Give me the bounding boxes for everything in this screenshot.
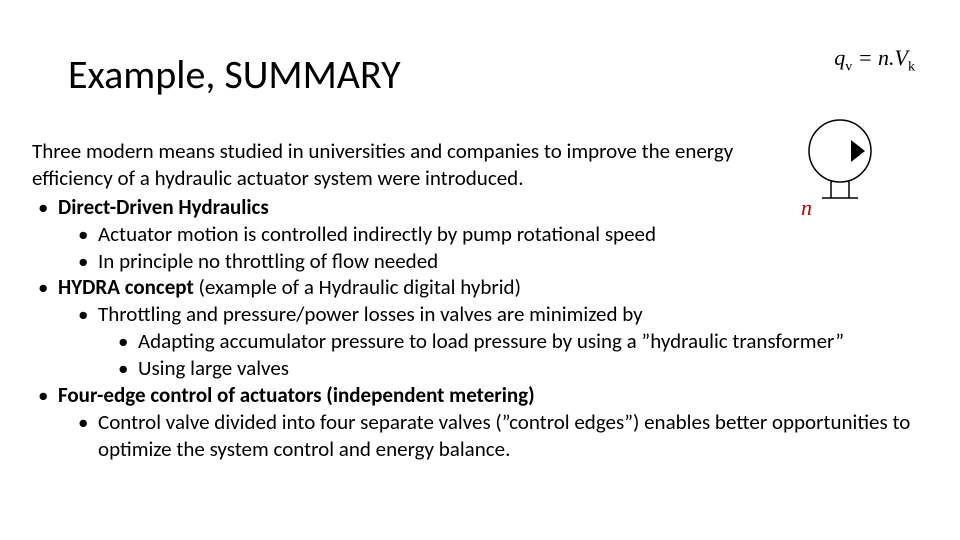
sub-text: Adapting accumulator pressure to load pr…	[138, 328, 844, 354]
intro-text: Three modern means studied in universiti…	[32, 138, 782, 192]
sub-text: In principle no throttling of flow neede…	[98, 248, 438, 274]
sub-text: Actuator motion is controlled indirectly…	[98, 221, 656, 247]
list-item: Control valve divided into four separate…	[58, 409, 928, 463]
list-item: In principle no throttling of flow neede…	[58, 248, 782, 275]
pump-symbol-icon	[805, 118, 875, 208]
sub-text: Throttling and pressure/power losses in …	[98, 301, 643, 327]
sub-text: Using large valves	[138, 355, 289, 381]
item-bold: Direct-Driven Hydraulics	[58, 194, 269, 220]
formula-rhs-n: n.	[878, 45, 895, 70]
list-item: Four-edge control of actuators (independ…	[32, 382, 782, 463]
sub-text: Control valve divided into four separate…	[98, 409, 910, 462]
item-rest: (example of a Hydraulic digital hybrid)	[194, 274, 521, 300]
formula-rhs-sub: k	[908, 59, 915, 74]
formula-lhs-var: q	[834, 45, 845, 70]
list-item: HYDRA concept (example of a Hydraulic di…	[32, 274, 782, 382]
list-item: Actuator motion is controlled indirectly…	[58, 221, 782, 248]
slide-title: Example, SUMMARY	[68, 50, 401, 99]
formula-eq: =	[852, 45, 878, 70]
item-bold: HYDRA concept	[58, 274, 194, 300]
list-item: Adapting accumulator pressure to load pr…	[98, 328, 960, 355]
formula-rhs-V: V	[895, 45, 908, 70]
list-item: Direct-Driven Hydraulics Actuator motion…	[32, 194, 782, 275]
list-item: Throttling and pressure/power losses in …	[58, 301, 782, 382]
pump-label: n	[801, 195, 812, 221]
content-block: Three modern means studied in universiti…	[32, 138, 782, 463]
list-item: Using large valves	[98, 355, 782, 382]
formula: qv = n.Vk	[834, 45, 915, 75]
item-bold: Four-edge control of actuators (independ…	[58, 382, 535, 408]
